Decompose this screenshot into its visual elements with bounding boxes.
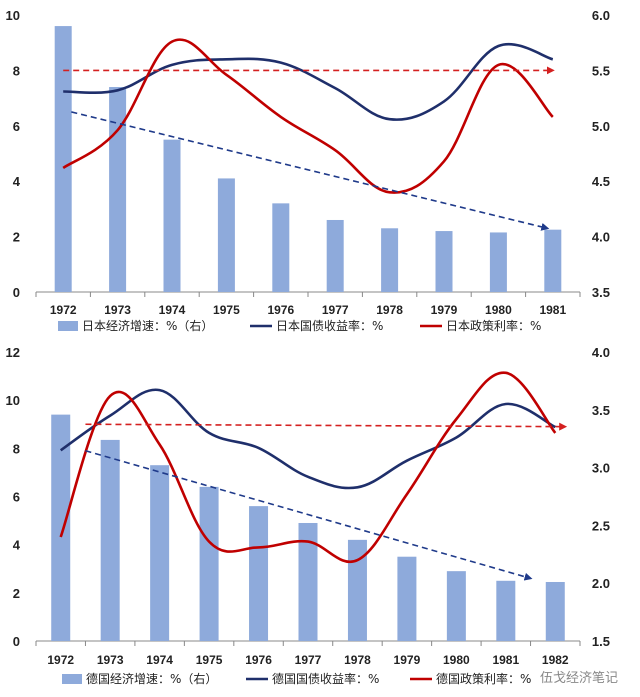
right-tick-label: 4.0 xyxy=(592,230,610,245)
growth-trend-arrow xyxy=(71,111,550,231)
x-tick-label: 1972 xyxy=(50,303,77,317)
bar xyxy=(199,486,219,641)
bar xyxy=(150,465,170,641)
bar xyxy=(496,580,516,641)
legend-bar-swatch xyxy=(62,674,82,684)
left-tick-label: 12 xyxy=(6,345,20,360)
left-tick-label: 4 xyxy=(13,538,21,553)
left-tick-label: 6 xyxy=(13,490,20,505)
x-tick-label: 1975 xyxy=(196,653,223,667)
left-tick-label: 8 xyxy=(13,63,20,78)
right-tick-label: 3.5 xyxy=(592,285,610,300)
bar xyxy=(298,522,318,641)
right-tick-label: 3.0 xyxy=(592,461,610,476)
right-tick-label: 1.5 xyxy=(592,634,610,649)
x-tick-label: 1973 xyxy=(97,653,124,667)
bar xyxy=(397,556,417,641)
left-tick-label: 0 xyxy=(13,634,20,649)
bar xyxy=(51,414,71,641)
bar xyxy=(435,231,453,292)
x-tick-label: 1982 xyxy=(542,653,569,667)
x-tick-label: 1980 xyxy=(485,303,512,317)
legend-label: 日本经济增速：%（右） xyxy=(82,318,213,333)
legend-bar-swatch xyxy=(58,321,78,331)
bar xyxy=(326,219,344,292)
bar xyxy=(489,232,507,292)
left-tick-label: 10 xyxy=(6,8,20,23)
legend-label: 德国政策利率：% xyxy=(436,671,531,686)
x-tick-label: 1979 xyxy=(394,653,421,667)
left-tick-label: 0 xyxy=(13,285,20,300)
policy-rate-line xyxy=(62,38,554,194)
right-tick-label: 2.5 xyxy=(592,518,610,533)
bar xyxy=(100,439,120,641)
bar xyxy=(163,139,181,292)
x-tick-label: 1978 xyxy=(344,653,371,667)
x-tick-label: 1974 xyxy=(146,653,173,667)
x-tick-label: 1978 xyxy=(376,303,403,317)
x-tick-label: 1976 xyxy=(245,653,272,667)
x-tick-label: 1977 xyxy=(322,303,349,317)
japan-chart: 0 2 4 6 8 10 3.5 4.0 4.5 5.0 5.5 6.0 1972 1973 1974 197… xyxy=(6,8,610,333)
right-tick-label: 5.0 xyxy=(592,119,610,134)
bar xyxy=(347,539,367,641)
x-tick-label: 1980 xyxy=(443,653,470,667)
bar xyxy=(54,26,72,293)
left-tick-label: 10 xyxy=(6,393,20,408)
x-tick-label: 1977 xyxy=(295,653,322,667)
right-tick-label: 6.0 xyxy=(592,8,610,23)
bar xyxy=(545,581,565,641)
germany-chart: 0 2 4 6 8 10 12 1.5 2.0 2.5 3.0 3.5 4.0 1972 1973 1974 1… xyxy=(6,345,610,686)
x-tick-label: 1981 xyxy=(492,653,519,667)
policy-rate-line xyxy=(59,371,557,564)
legend-label: 德国经济增速：%（右） xyxy=(86,671,217,686)
bond-yield-line xyxy=(59,388,556,490)
bar xyxy=(249,506,269,641)
x-tick-label: 1973 xyxy=(104,303,131,317)
x-tick-label: 1972 xyxy=(47,653,74,667)
x-tick-label: 1981 xyxy=(539,303,566,317)
growth-trend-arrow xyxy=(85,449,533,581)
watermark-text: 伍戈经济笔记 xyxy=(540,670,618,686)
right-tick-label: 4.0 xyxy=(592,345,610,360)
left-tick-label: 4 xyxy=(13,174,21,189)
x-tick-label: 1974 xyxy=(159,303,186,317)
right-tick-label: 3.5 xyxy=(592,403,610,418)
bar xyxy=(446,571,466,641)
right-tick-label: 2.0 xyxy=(592,576,610,591)
bar xyxy=(381,228,399,292)
bar xyxy=(217,178,235,292)
right-tick-label: 5.5 xyxy=(592,63,610,78)
bar xyxy=(272,203,290,292)
left-tick-label: 8 xyxy=(13,441,20,456)
left-tick-label: 2 xyxy=(13,586,20,601)
right-tick-label: 4.5 xyxy=(592,174,610,189)
policy-rate-trend-arrow xyxy=(85,422,568,431)
bond-yield-line xyxy=(63,42,554,121)
x-tick-label: 1976 xyxy=(267,303,294,317)
x-tick-label: 1979 xyxy=(431,303,458,317)
left-tick-label: 6 xyxy=(13,119,20,134)
legend-label: 日本政策利率：% xyxy=(446,318,541,333)
bar xyxy=(544,229,562,292)
legend-label: 德国国债收益率：% xyxy=(272,671,379,686)
x-tick-label: 1975 xyxy=(213,303,240,317)
legend-label: 日本国债收益率：% xyxy=(276,318,383,333)
bar xyxy=(109,87,127,293)
left-tick-label: 2 xyxy=(13,230,20,245)
